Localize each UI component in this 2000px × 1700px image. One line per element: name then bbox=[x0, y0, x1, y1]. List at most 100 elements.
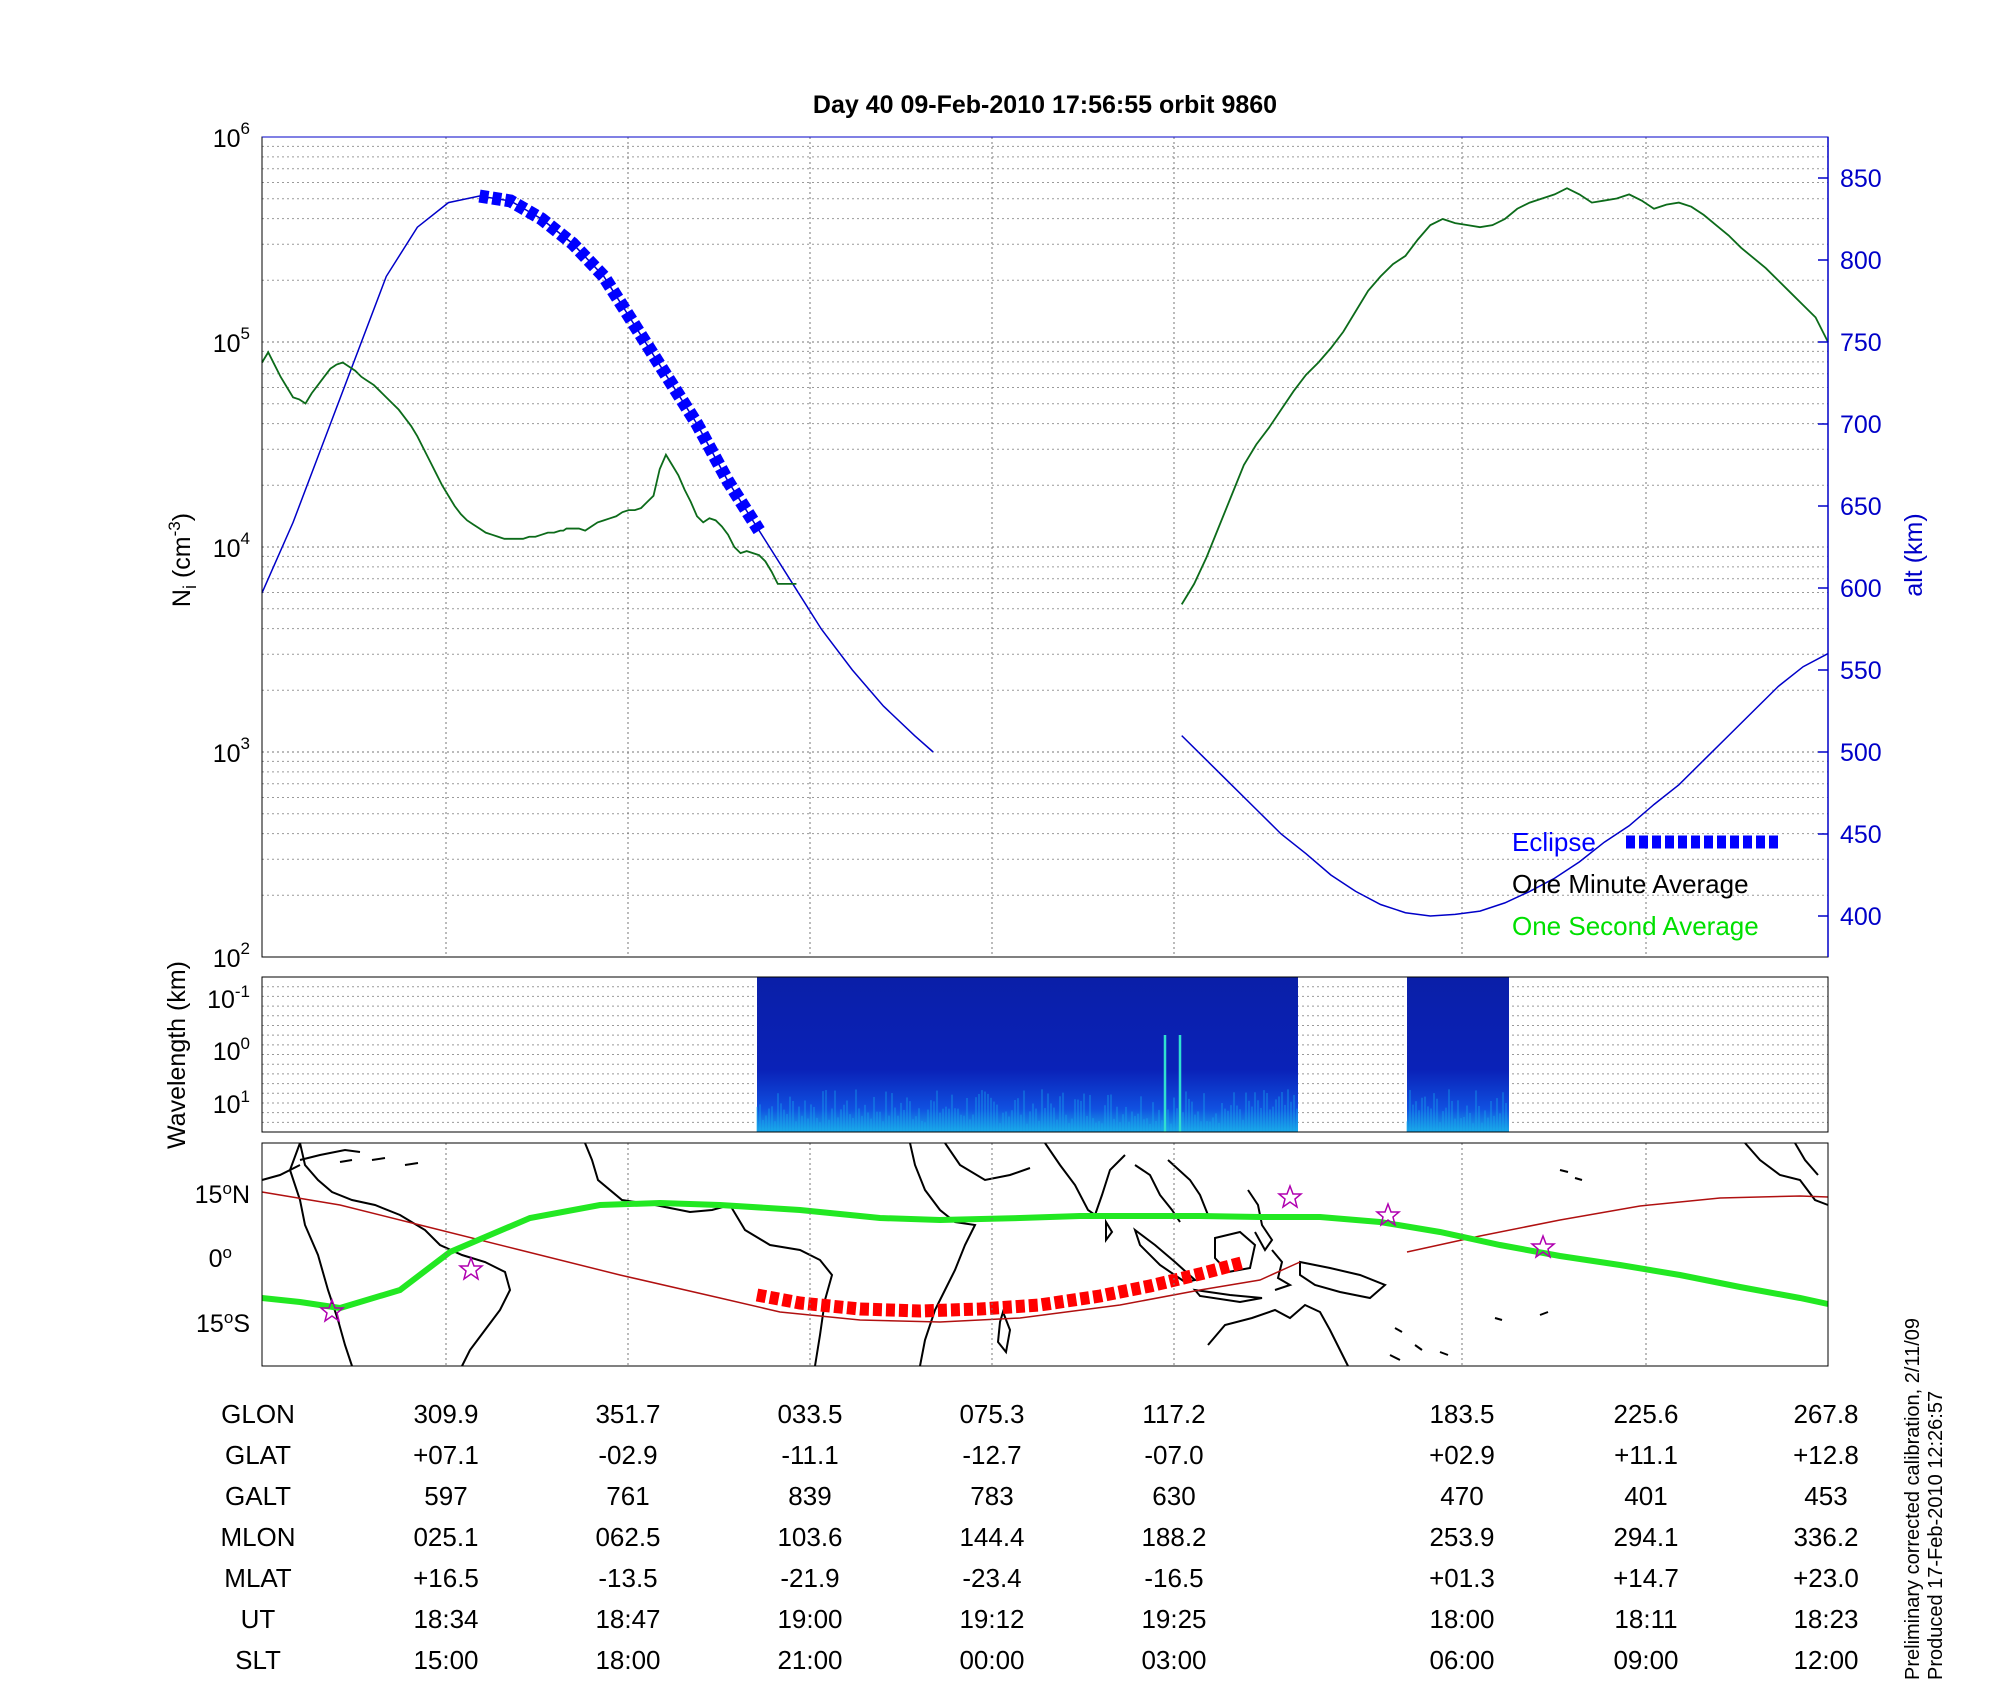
coast-australia bbox=[1207, 1303, 1349, 1367]
map-panel: 15oN 0o 15oS bbox=[195, 1142, 1829, 1367]
table-cell: 12:00 bbox=[1793, 1645, 1858, 1675]
right-tick-label: 750 bbox=[1840, 329, 1882, 357]
table-row-label: GALT bbox=[225, 1481, 291, 1511]
density-grid bbox=[262, 137, 1828, 957]
right-tick-label: 400 bbox=[1840, 903, 1882, 931]
table-cell: 09:00 bbox=[1613, 1645, 1678, 1675]
spectrogram-streaks bbox=[756, 1035, 1507, 1132]
station-star-4 bbox=[457, 1255, 485, 1281]
table-cell: 253.9 bbox=[1429, 1522, 1494, 1552]
magnetic-equator-segment-2 bbox=[1406, 1195, 1829, 1253]
coast-borneo bbox=[1214, 1230, 1257, 1274]
spectro-tick-label: 100 bbox=[213, 1034, 250, 1066]
coast-sulawesi bbox=[1271, 1249, 1293, 1291]
table-cell: 783 bbox=[970, 1481, 1013, 1511]
table-cell: 225.6 bbox=[1613, 1399, 1678, 1429]
density-panel: 102 103 104 105 106 400 450 500 550 600 650 700 750… bbox=[165, 119, 1928, 973]
spectrogram-ticks: 10-1 100 101 bbox=[207, 982, 250, 1119]
coast-pacific-islands bbox=[1389, 1311, 1549, 1361]
altitude-segment bbox=[261, 195, 934, 753]
table-row-label: GLON bbox=[221, 1399, 295, 1429]
footnote: Preliminary corrected calibration, 2/11/… bbox=[1902, 1318, 1948, 1680]
station-star-1 bbox=[1276, 1183, 1304, 1209]
table-cell: +16.5 bbox=[413, 1563, 479, 1593]
table-cell: 761 bbox=[606, 1481, 649, 1511]
table-cell: 18:00 bbox=[595, 1645, 660, 1675]
table-cell: -11.1 bbox=[781, 1440, 838, 1470]
table-cell: 06:00 bbox=[1429, 1645, 1494, 1675]
right-tick-label: 650 bbox=[1840, 493, 1882, 521]
table-row-label: MLON bbox=[220, 1522, 295, 1552]
table-cell: +11.1 bbox=[1614, 1440, 1678, 1470]
altitude-segment bbox=[1181, 652, 1829, 917]
coast-caribbean bbox=[339, 1157, 419, 1166]
table-row-label: GLAT bbox=[225, 1440, 291, 1470]
table-cell: +02.9 bbox=[1429, 1440, 1495, 1470]
spectrogram-axis-label: Wavelength (km) bbox=[163, 961, 191, 1149]
right-tick-label: 500 bbox=[1840, 739, 1882, 767]
table-row-label: UT bbox=[241, 1604, 276, 1634]
altitude-line bbox=[261, 195, 1829, 917]
chart-title: Day 40 09-Feb-2010 17:56:55 orbit 9860 bbox=[813, 91, 1277, 119]
density-segment bbox=[261, 350, 797, 585]
right-axis-label: alt (km) bbox=[1900, 513, 1928, 596]
table-cell: +07.1 bbox=[413, 1440, 479, 1470]
table-cell: 15:00 bbox=[413, 1645, 478, 1675]
coast-north-america bbox=[1744, 1142, 1829, 1206]
left-tick-label: 105 bbox=[213, 324, 250, 358]
table-cell: 062.5 bbox=[595, 1522, 660, 1552]
left-axis-ticks: 102 103 104 105 106 bbox=[213, 119, 250, 973]
table-cell: +01.3 bbox=[1429, 1563, 1495, 1593]
lat-label-15s: 15oS bbox=[196, 1308, 250, 1338]
coast-philippines bbox=[1247, 1189, 1274, 1252]
table-cell: +23.0 bbox=[1793, 1563, 1859, 1593]
table-cell: -16.5 bbox=[1144, 1563, 1203, 1593]
table-cell: 470 bbox=[1440, 1481, 1483, 1511]
table-cell: 117.2 bbox=[1142, 1399, 1205, 1429]
table-cell: -13.5 bbox=[598, 1563, 657, 1593]
table-cell: 144.4 bbox=[959, 1522, 1024, 1552]
table-cell: 351.7 bbox=[595, 1399, 660, 1429]
right-tick-label: 450 bbox=[1840, 821, 1882, 849]
table-row-label: MLAT bbox=[224, 1563, 292, 1593]
table-cell: -12.7 bbox=[962, 1440, 1021, 1470]
right-tick-label: 700 bbox=[1840, 411, 1882, 439]
coast-central-america bbox=[261, 1148, 361, 1181]
table-cell: 839 bbox=[788, 1481, 831, 1511]
station-star-5 bbox=[318, 1297, 346, 1323]
left-axis-label: Ni (cm-3) bbox=[165, 513, 200, 607]
left-tick-label: 106 bbox=[213, 119, 250, 153]
eclipse-segment bbox=[478, 189, 765, 535]
table-cell: 630 bbox=[1152, 1481, 1195, 1511]
spectrogram-grid bbox=[262, 986, 1828, 1123]
legend: Eclipse One Minute Average One Second Av… bbox=[1512, 827, 1780, 941]
table-cell: +12.8 bbox=[1793, 1440, 1859, 1470]
coast-south-america bbox=[288, 1142, 512, 1367]
ephemeris-table: GLON 309.9 351.7 033.5 075.3 117.2 183.5 225.6 2… bbox=[220, 1399, 1858, 1675]
left-tick-label: 102 bbox=[213, 939, 250, 973]
map-eclipse-track bbox=[755, 1255, 1247, 1318]
station-star-3 bbox=[1529, 1233, 1557, 1259]
table-cell: 18:00 bbox=[1429, 1604, 1494, 1634]
table-cell: 453 bbox=[1804, 1481, 1847, 1511]
table-cell: 19:25 bbox=[1141, 1604, 1206, 1634]
map-frame bbox=[261, 1142, 1829, 1367]
table-row-label: SLT bbox=[235, 1645, 281, 1675]
coast-mexico-islands bbox=[1559, 1169, 1583, 1181]
right-tick-label: 600 bbox=[1840, 575, 1882, 603]
spectrogram-block-1 bbox=[757, 977, 1298, 1132]
density-line bbox=[261, 187, 1829, 605]
table-cell: 18:23 bbox=[1793, 1604, 1858, 1634]
left-tick-label: 103 bbox=[213, 734, 250, 768]
right-tick-label: 550 bbox=[1840, 657, 1882, 685]
coast-madagascar bbox=[996, 1308, 1012, 1355]
eclipse-line bbox=[478, 189, 765, 535]
table-cell: 19:12 bbox=[959, 1604, 1024, 1634]
footnote-line-2: Produced 17-Feb-2010 12:26:57 bbox=[1925, 1390, 1947, 1680]
table-cell: 00:00 bbox=[959, 1645, 1024, 1675]
right-tick-label: 850 bbox=[1840, 165, 1882, 193]
table-cell: 597 bbox=[424, 1481, 467, 1511]
station-star-2 bbox=[1374, 1201, 1402, 1227]
legend-eclipse-label: Eclipse bbox=[1512, 827, 1596, 857]
